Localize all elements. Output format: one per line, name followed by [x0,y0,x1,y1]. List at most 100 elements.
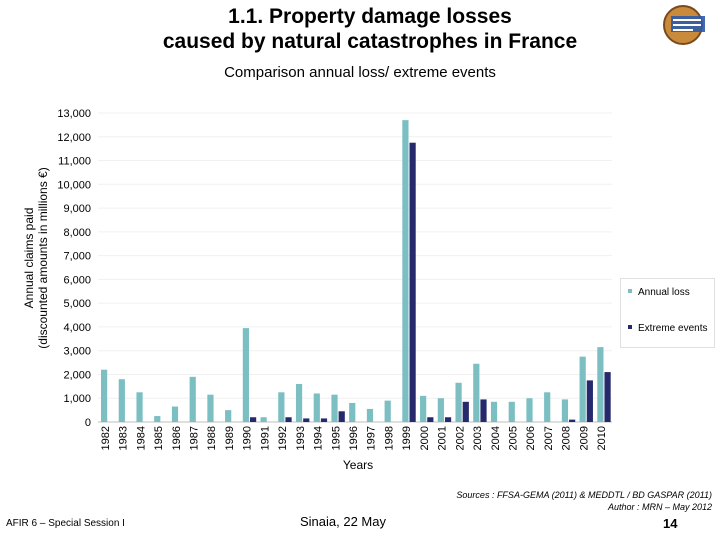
x-tick-label-1991: 1991 [259,426,271,450]
x-tick-label-1983: 1983 [118,426,130,450]
x-tick-label-1993: 1993 [295,426,307,450]
x-axis-label: Years [343,458,373,472]
x-tick-label-2004: 2004 [490,426,502,450]
bar-extreme-events-2000 [427,417,434,422]
x-tick-label-1990: 1990 [242,426,254,450]
bar-annual-loss-2007 [544,392,551,422]
logo-stroke-2 [673,24,701,26]
x-tick-label-2005: 2005 [508,426,520,450]
bar-annual-loss-1998 [384,400,391,422]
chart-bars [101,120,611,422]
legend-label-annual-loss: Annual loss [638,287,690,298]
logo-stroke-1 [673,19,701,21]
logo-stroke-3 [673,29,693,31]
x-tick-label-1995: 1995 [330,426,342,450]
bar-extreme-events-2001 [444,417,452,422]
bar-extreme-events-2003 [480,399,487,422]
page-title: 1.1. Property damage losses caused by na… [100,4,640,54]
bar-extreme-events-1999 [409,142,416,422]
sources-note: Sources : FFSA-GEMA (2011) & MEDDTL / BD… [456,489,712,513]
x-tick-label-1992: 1992 [277,426,289,450]
x-tick-label-1984: 1984 [135,426,147,450]
x-tick-label-1996: 1996 [348,426,360,450]
bar-annual-loss-2002 [455,382,462,422]
y-tick-label: 3,000 [63,346,91,358]
bar-annual-loss-1984 [136,392,143,422]
bar-extreme-events-1994 [320,418,328,422]
x-tick-label-1999: 1999 [401,426,413,450]
x-tick-label-2008: 2008 [561,426,573,450]
bar-annual-loss-1987 [189,376,196,422]
y-tick-label: 12,000 [57,132,91,144]
x-tick-label-2006: 2006 [525,426,537,450]
x-tick-label-2000: 2000 [419,426,431,450]
legend-item-extreme-events: Extreme events [628,323,707,334]
legend-label-extreme-events: Extreme events [638,323,708,334]
y-axis-label-line-1: Annual claims paid [22,208,36,309]
bar-extreme-events-1993 [303,418,310,422]
bar-extreme-events-2002 [462,401,469,422]
y-tick-label: 13,000 [57,108,91,120]
bar-annual-loss-1986 [171,406,179,422]
bar-extreme-events-1990 [249,417,257,422]
bar-annual-loss-1989 [225,410,232,422]
y-tick-label: 10,000 [57,179,91,191]
page-number: 14 [663,516,678,531]
footer-place: Sinaia, 22 May [300,514,386,529]
bar-extreme-events-2009 [586,380,593,422]
footer-session: AFIR 6 – Special Session I [6,518,125,529]
x-tick-label-2010: 2010 [596,426,608,450]
chart-subtitle: Comparison annual loss/ extreme events [224,64,496,81]
y-tick-label: 7,000 [63,251,91,263]
x-tick-label-2003: 2003 [472,426,484,450]
bar-annual-loss-1993 [295,383,303,422]
chart-legend: Annual loss Extreme events [620,278,715,348]
title-line-1: 1.1. Property damage losses [228,5,512,28]
author-line: Author : MRN – May 2012 [607,502,712,512]
x-tick-label-2002: 2002 [454,426,466,450]
x-tick-label-1994: 1994 [313,426,325,450]
x-tick-label-1989: 1989 [224,426,236,450]
y-tick-label: 9,000 [63,203,91,215]
y-axis-label-line-2: (discounted amounts in millions €) [36,167,50,348]
bar-annual-loss-2003 [473,363,480,422]
y-tick-label: 4,000 [63,322,91,334]
x-tick-label-1987: 1987 [188,426,200,450]
bar-extreme-events-1992 [285,417,292,422]
legend-swatch-annual-loss [628,289,632,293]
bar-annual-loss-2000 [420,395,427,422]
x-tick-label-2009: 2009 [578,426,590,450]
bar-annual-loss-2008 [561,399,569,422]
x-tick-label-1998: 1998 [383,426,395,450]
bar-annual-loss-2009 [579,356,586,422]
y-tick-label: 8,000 [63,227,91,239]
bar-annual-loss-1994 [313,393,320,422]
y-axis-ticks: 0 1,000 2,000 3,000 4,000 5,000 6,000 7,000 8,00… [57,108,91,429]
bar-annual-loss-2001 [437,398,444,422]
sources-line: Sources : FFSA-GEMA (2011) & MEDDTL / BD… [456,490,712,500]
ffsa-logo [663,5,705,45]
bar-annual-loss-1988 [207,394,214,422]
x-axis-ticks: 1982 1983 1984 1985 1986 1987 1988 1989 1990 1991… [100,426,608,450]
bar-annual-loss-1985 [154,416,161,422]
bar-extreme-events-2010 [604,372,611,422]
y-tick-label: 11,000 [58,156,91,168]
title-line-2: caused by natural catastrophes in France [162,30,578,53]
bar-annual-loss-1982 [101,369,108,422]
x-tick-label-1988: 1988 [206,426,218,450]
x-tick-label-1997: 1997 [366,426,378,450]
bar-annual-loss-2006 [526,398,533,422]
x-tick-label-2007: 2007 [543,426,555,450]
y-tick-label: 5,000 [63,298,91,310]
bar-annual-loss-2005 [508,401,515,422]
bar-annual-loss-2010 [597,347,604,422]
x-tick-label-2001: 2001 [437,426,449,450]
x-tick-label-1985: 1985 [153,426,165,450]
bar-annual-loss-1997 [366,408,374,422]
y-tick-label: 0 [85,417,91,429]
y-tick-label: 2,000 [63,369,91,381]
bar-annual-loss-1990 [242,328,249,422]
bar-extreme-events-2008 [569,419,576,422]
bar-annual-loss-1995 [331,394,338,422]
